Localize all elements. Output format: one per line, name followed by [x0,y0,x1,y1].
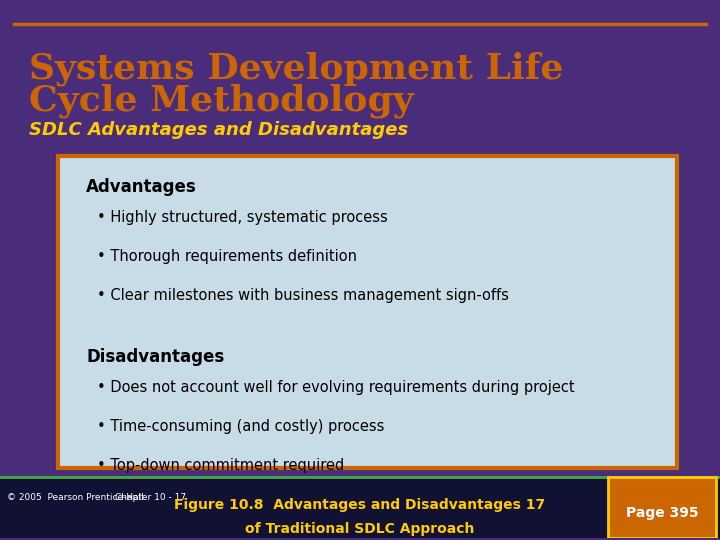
Text: SDLC Advantages and Disadvantages: SDLC Advantages and Disadvantages [29,121,408,139]
Text: of Traditional SDLC Approach: of Traditional SDLC Approach [246,522,474,536]
Text: Figure 10.8  Advantages and Disadvantages 17: Figure 10.8 Advantages and Disadvantages… [174,498,546,512]
FancyBboxPatch shape [58,156,677,469]
FancyBboxPatch shape [608,476,716,538]
Text: • Thorough requirements definition: • Thorough requirements definition [97,249,357,264]
Text: • Highly structured, systematic process: • Highly structured, systematic process [97,210,388,225]
Text: • Top-down commitment required: • Top-down commitment required [97,458,344,472]
Text: © 2005  Pearson Prentice-Hall: © 2005 Pearson Prentice-Hall [7,492,144,502]
Text: Systems Development Life: Systems Development Life [29,51,563,86]
Text: • Clear milestones with business management sign-offs: • Clear milestones with business managem… [97,287,509,302]
Text: Disadvantages: Disadvantages [86,348,225,366]
Text: • Does not account well for evolving requirements during project: • Does not account well for evolving req… [97,380,575,395]
Text: Cycle Methodology: Cycle Methodology [29,84,413,118]
Text: Advantages: Advantages [86,178,197,195]
Text: Page 395: Page 395 [626,506,698,520]
Text: Chapter 10 - 17: Chapter 10 - 17 [115,492,186,502]
Bar [0,476,720,538]
Text: • Time-consuming (and costly) process: • Time-consuming (and costly) process [97,419,384,434]
